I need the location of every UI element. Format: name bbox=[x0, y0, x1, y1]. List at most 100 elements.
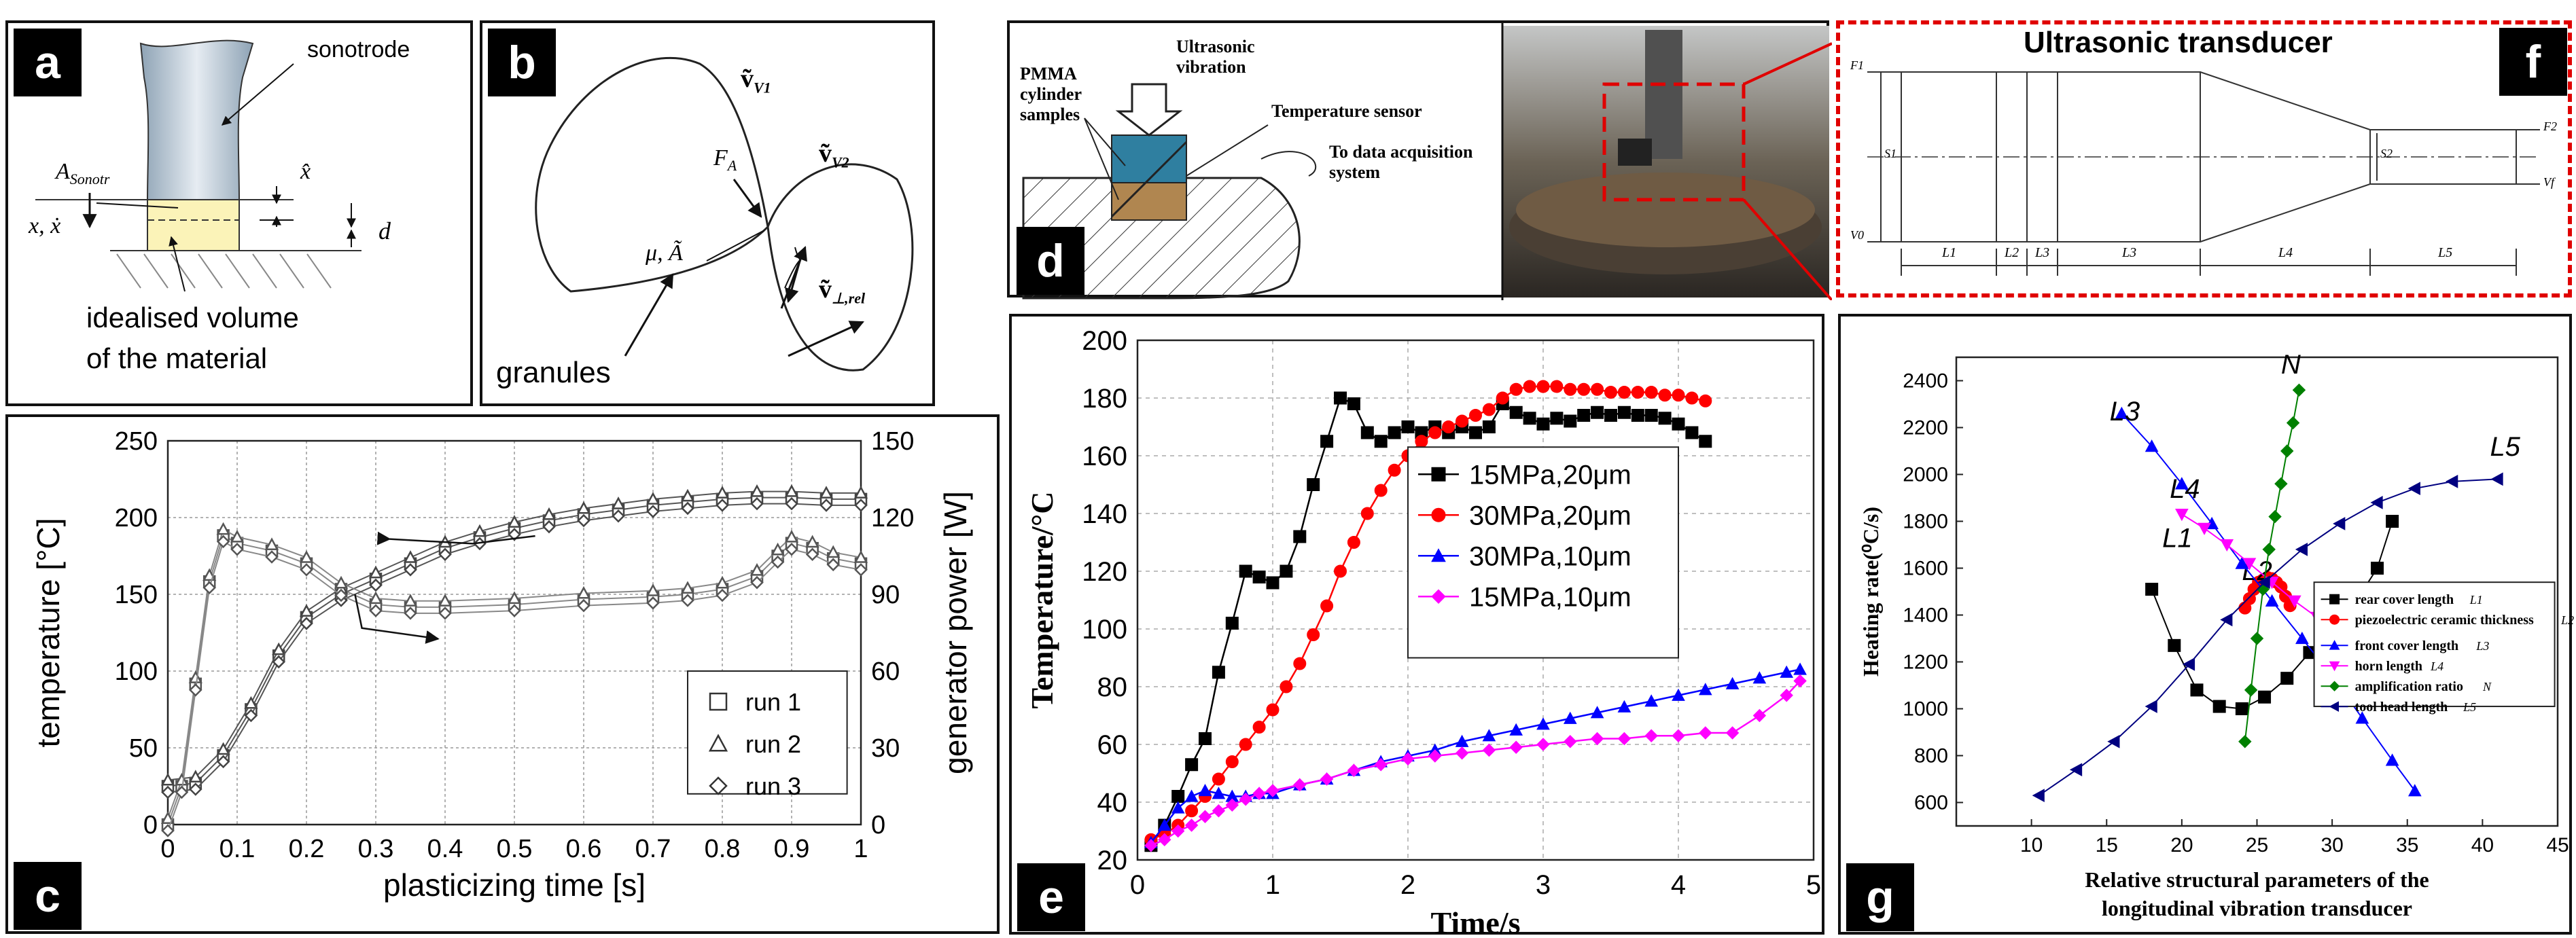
point-c-power bbox=[508, 604, 521, 617]
point-e bbox=[1225, 755, 1239, 768]
point-e bbox=[1212, 666, 1225, 679]
point-e bbox=[1604, 409, 1617, 422]
point-e bbox=[1550, 412, 1564, 425]
point-e bbox=[1252, 571, 1266, 583]
label-v2-sub: V2 bbox=[832, 154, 849, 171]
point-e bbox=[1158, 833, 1171, 846]
label-f2: F2 bbox=[2543, 120, 2557, 133]
point-c-power bbox=[160, 811, 175, 825]
point-g bbox=[2370, 496, 2383, 509]
point-e bbox=[1293, 778, 1307, 792]
point-e bbox=[1631, 386, 1644, 399]
point-c-temperature bbox=[216, 742, 230, 755]
xlabel-g-2: longitudinal vibration transducer bbox=[2102, 896, 2412, 920]
legend-e-marker bbox=[1431, 589, 1446, 604]
point-e bbox=[1780, 665, 1794, 678]
point-c-power bbox=[216, 522, 230, 535]
point-g bbox=[2145, 700, 2157, 713]
legend-g-label: amplification ratio bbox=[2355, 679, 2463, 694]
point-c-power bbox=[805, 547, 819, 562]
point-g bbox=[2250, 632, 2264, 645]
point-c-temperature bbox=[244, 708, 258, 723]
point-g bbox=[2107, 734, 2120, 748]
tick-g-x: 35 bbox=[2396, 834, 2418, 856]
tick-c-x: 0.6 bbox=[566, 835, 602, 863]
label-fa-sub: A bbox=[727, 156, 737, 174]
sonotrode-shape bbox=[139, 39, 254, 200]
point-e bbox=[1360, 426, 1374, 439]
legend-e-marker bbox=[1431, 548, 1446, 562]
panel-tag-c: c bbox=[14, 862, 82, 930]
point-e bbox=[1698, 683, 1712, 696]
plot-frame-e bbox=[1136, 339, 1815, 861]
material-volume bbox=[147, 199, 240, 251]
point-c-temperature bbox=[716, 499, 729, 512]
tick-g-x: 25 bbox=[2246, 834, 2268, 856]
point-g bbox=[2182, 657, 2195, 671]
point-c-temperature bbox=[853, 486, 868, 499]
label-area-main: A bbox=[56, 159, 70, 184]
point-g bbox=[2175, 477, 2189, 490]
point-g bbox=[2287, 595, 2301, 608]
point-e bbox=[1793, 662, 1807, 675]
point-e bbox=[1198, 810, 1212, 823]
tick-g-y: 1800 bbox=[1903, 511, 1948, 533]
label-daq-1: To data acquisition bbox=[1329, 142, 1473, 162]
point-g bbox=[2175, 509, 2189, 522]
point-e bbox=[1171, 824, 1185, 838]
point-e bbox=[1374, 758, 1388, 772]
tick-c-y: 200 bbox=[115, 504, 158, 533]
point-c-power bbox=[646, 596, 660, 610]
dim-l4: L4 bbox=[2278, 245, 2293, 260]
point-g bbox=[2333, 517, 2346, 530]
point-e bbox=[1320, 772, 1334, 786]
panel-tag-b: b bbox=[488, 29, 556, 96]
legend-g-sym: L2 bbox=[2560, 613, 2574, 627]
point-e bbox=[1334, 391, 1347, 405]
point-c-power bbox=[189, 683, 202, 697]
point-e bbox=[1591, 382, 1604, 396]
point-c-temperature bbox=[404, 563, 417, 577]
tick-g-y: 1200 bbox=[1903, 651, 1948, 674]
legend-g-label: rear cover length bbox=[2355, 592, 2454, 607]
point-e bbox=[1699, 394, 1712, 408]
tick-e-x: 4 bbox=[1671, 870, 1686, 900]
point-e bbox=[1185, 804, 1199, 818]
point-e bbox=[1752, 671, 1767, 684]
legend-g-sym: L3 bbox=[2475, 639, 2489, 653]
point-c-temperature bbox=[244, 696, 258, 709]
tick-c-y2: 120 bbox=[871, 504, 914, 533]
label-v2-main: ṽ bbox=[819, 139, 832, 168]
point-e bbox=[1171, 790, 1185, 803]
point-c-power bbox=[438, 607, 452, 620]
point-e bbox=[1374, 435, 1388, 448]
panel-b: b ṽV1 ṽV2 FA μ, Ã ṽ⊥,rel granules bbox=[480, 20, 935, 406]
point-e bbox=[1644, 694, 1659, 707]
point-g bbox=[2407, 784, 2422, 797]
tick-e-y: 160 bbox=[1082, 441, 1127, 471]
tick-g-x: 10 bbox=[2020, 834, 2043, 856]
point-e bbox=[1564, 382, 1577, 396]
panel-b-drawing bbox=[535, 57, 914, 372]
point-g bbox=[2265, 594, 2279, 607]
point-e bbox=[1658, 412, 1672, 425]
point-e bbox=[1577, 382, 1591, 396]
tick-e-y: 40 bbox=[1097, 788, 1128, 818]
tick-e-x: 1 bbox=[1265, 870, 1280, 900]
panel-tag-d: d bbox=[1017, 227, 1084, 295]
tick-e-y: 80 bbox=[1097, 672, 1128, 702]
point-e bbox=[1157, 818, 1171, 831]
tick-g-y: 800 bbox=[1914, 745, 1948, 768]
point-e bbox=[1428, 426, 1442, 439]
legend-c-label: run 1 bbox=[745, 688, 801, 716]
point-g bbox=[2242, 558, 2257, 571]
curve-label-g: L4 bbox=[2170, 474, 2200, 504]
legend-g-sym: L5 bbox=[2463, 700, 2476, 714]
point-c-temperature bbox=[542, 520, 556, 534]
point-c-temperature bbox=[216, 755, 230, 769]
point-e bbox=[1307, 628, 1320, 641]
legend-g-sym: N bbox=[2482, 680, 2492, 693]
point-c-power bbox=[854, 563, 868, 577]
point-e bbox=[1401, 752, 1415, 765]
point-e bbox=[1644, 386, 1658, 399]
